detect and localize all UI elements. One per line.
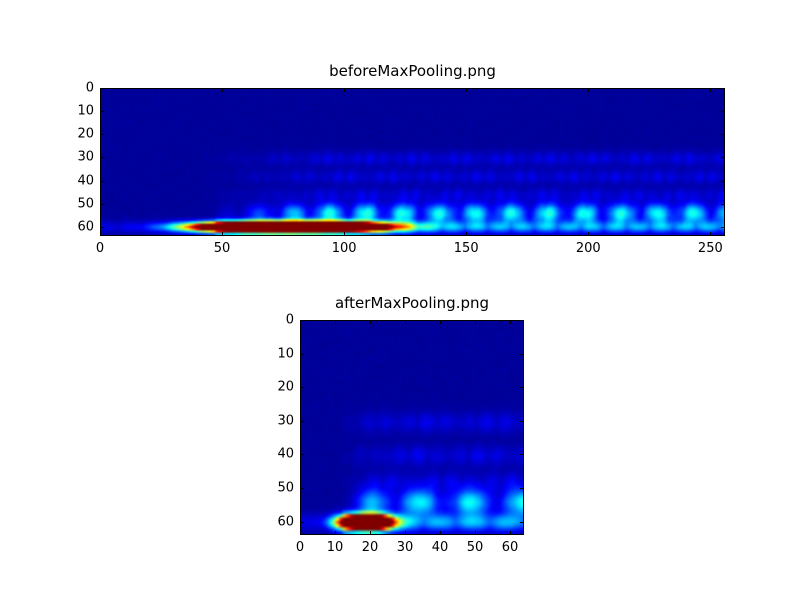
x-tick-label: 200	[575, 241, 601, 256]
x-tick-mark	[588, 232, 590, 236]
x-tick-label: 0	[95, 241, 105, 256]
y-tick-mark-right	[520, 454, 524, 456]
y-tick-label: 50	[277, 480, 294, 496]
y-tick-mark-right	[520, 420, 524, 422]
x-tick-mark-top	[466, 88, 468, 92]
y-tick-label: 60	[277, 514, 294, 530]
x-tick-mark	[370, 531, 371, 535]
y-tick-mark	[300, 487, 304, 489]
y-tick-label: 40	[77, 173, 94, 188]
y-tick-mark	[100, 111, 104, 113]
x-tick-mark-top	[335, 320, 336, 324]
x-tick-label: 40	[431, 540, 449, 555]
y-tick-mark-right	[520, 387, 524, 389]
x-tick-label: 0	[295, 540, 305, 555]
y-tick-mark-right	[721, 203, 725, 205]
y-tick-label: 40	[277, 446, 294, 462]
x-tick-mark	[344, 232, 346, 236]
y-tick-label: 0	[85, 80, 94, 96]
x-tick-mark-top	[344, 88, 346, 92]
x-tick-label: 50	[213, 241, 231, 256]
x-tick-mark-top	[222, 88, 224, 92]
y-tick-mark	[100, 180, 104, 182]
y-tick-label: 30	[77, 149, 94, 165]
axes-before-max-pooling: beforeMaxPooling.png 0 50 100 150 200 250 0 10 2…	[77, 62, 725, 256]
x-tick-mark-top	[100, 88, 101, 92]
y-tick-mark-right	[721, 88, 725, 89]
y-tick-mark	[300, 387, 304, 389]
y-tick-mark-right	[721, 157, 725, 159]
y-tick-mark	[300, 353, 304, 355]
x-tick-mark-top	[588, 88, 590, 92]
y-tick-label: 20	[277, 379, 294, 395]
y-tick-label: 50	[77, 196, 94, 212]
heatmap-canvas-after	[301, 321, 523, 534]
y-tick-mark	[300, 521, 304, 523]
y-tick-mark-right	[721, 226, 725, 228]
x-tick-label: 30	[396, 540, 414, 555]
x-tick-mark	[475, 531, 476, 535]
x-tick-mark-top	[440, 320, 441, 324]
chart-title-after: afterMaxPooling.png	[334, 294, 490, 312]
x-tick-mark-top	[710, 88, 712, 92]
y-tick-mark-right	[520, 353, 524, 355]
x-tick-label: 20	[361, 540, 379, 555]
y-tick-mark	[300, 454, 304, 456]
x-tick-mark-top	[300, 320, 301, 324]
y-tick-label: 0	[285, 312, 294, 328]
y-tick-mark	[100, 157, 104, 159]
x-tick-mark	[466, 232, 468, 236]
x-tick-mark	[100, 232, 101, 236]
y-tick-label: 10	[277, 346, 294, 362]
x-tick-mark-top	[405, 320, 406, 324]
y-tick-label: 30	[277, 413, 294, 429]
x-tick-mark-top	[510, 320, 511, 324]
heatmap-after-max-pooling	[300, 320, 524, 535]
y-tick-label: 10	[77, 103, 94, 119]
x-tick-mark	[335, 531, 336, 535]
y-tick-mark	[300, 420, 304, 422]
x-tick-mark	[222, 232, 224, 236]
x-tick-mark	[710, 232, 712, 236]
x-tick-label: 100	[331, 241, 357, 256]
chart-title-before: beforeMaxPooling.png	[329, 62, 496, 80]
y-tick-mark-right	[520, 487, 524, 489]
axes-after-max-pooling: afterMaxPooling.png 0 10 20 30 40 50 60 0 10 20 30…	[277, 294, 524, 555]
x-tick-label: 50	[466, 540, 484, 555]
y-tick-label: 20	[77, 126, 94, 142]
y-tick-mark	[100, 134, 104, 136]
y-tick-mark-right	[520, 521, 524, 523]
x-tick-mark	[300, 531, 301, 535]
x-tick-mark	[440, 531, 441, 535]
x-tick-mark	[405, 531, 406, 535]
x-tick-mark-top	[370, 320, 371, 324]
y-tick-mark	[100, 226, 104, 228]
x-tick-label: 10	[326, 540, 344, 555]
x-tick-mark-top	[475, 320, 476, 324]
y-tick-mark	[100, 203, 104, 205]
y-tick-label: 60	[77, 219, 94, 235]
y-tick-mark	[100, 88, 104, 89]
x-tick-label: 60	[501, 540, 519, 555]
y-tick-mark-right	[721, 180, 725, 182]
x-tick-mark	[510, 531, 511, 535]
y-tick-mark	[300, 320, 304, 321]
y-tick-mark-right	[721, 111, 725, 113]
heatmap-before-max-pooling	[100, 88, 725, 236]
x-tick-label: 250	[697, 241, 723, 256]
heatmap-canvas-before	[101, 89, 724, 235]
y-tick-mark-right	[721, 134, 725, 136]
x-tick-label: 150	[453, 241, 479, 256]
y-tick-mark-right	[520, 320, 524, 321]
